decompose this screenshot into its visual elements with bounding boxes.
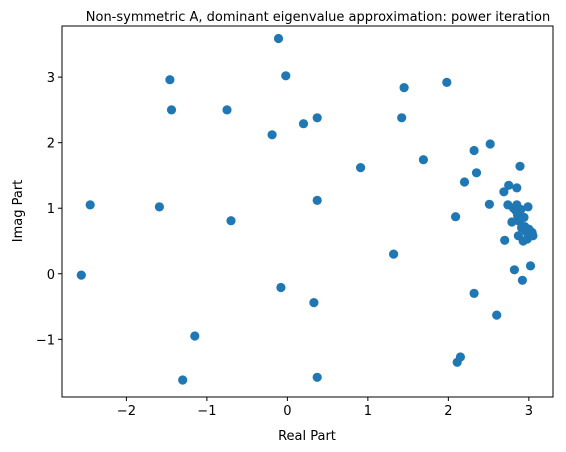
data-point <box>509 265 519 275</box>
data-point <box>312 113 322 123</box>
y-axis-ticks: −1 0 1 2 3 <box>36 71 62 348</box>
data-point <box>190 331 200 341</box>
data-point <box>469 145 479 156</box>
data-point <box>356 163 366 173</box>
data-point <box>484 199 494 209</box>
data-point <box>312 372 322 382</box>
data-point <box>273 33 284 44</box>
x-tick-label: 2 <box>444 404 452 419</box>
data-point <box>85 200 95 210</box>
data-point <box>397 113 407 123</box>
data-point <box>471 168 482 178</box>
data-point <box>276 282 286 293</box>
data-point <box>165 75 175 85</box>
data-point <box>222 105 232 115</box>
data-point <box>517 275 528 285</box>
data-point <box>312 195 322 205</box>
data-points <box>76 33 538 385</box>
data-point <box>76 270 86 280</box>
x-tick-label: 3 <box>525 404 533 419</box>
data-point <box>516 204 526 215</box>
data-point <box>267 130 277 140</box>
data-point <box>455 352 465 362</box>
data-point <box>389 249 399 259</box>
data-point <box>166 105 177 115</box>
data-point <box>418 155 428 165</box>
x-axis-ticks: −2 −1 0 1 2 3 <box>117 397 533 419</box>
x-tick-label: −2 <box>117 404 136 419</box>
data-point <box>512 183 522 193</box>
data-point <box>399 83 409 93</box>
y-tick-label: 1 <box>47 202 55 217</box>
plot-frame <box>61 25 554 398</box>
data-point <box>525 261 536 271</box>
x-tick-label: −1 <box>197 404 216 419</box>
y-tick-label: 0 <box>47 268 55 283</box>
data-point <box>298 119 309 129</box>
data-point <box>154 202 164 212</box>
data-point <box>178 375 188 385</box>
data-point <box>459 177 470 187</box>
data-point <box>519 212 529 222</box>
y-axis-label: Imag Part <box>11 180 26 243</box>
y-tick-label: 3 <box>47 71 55 86</box>
y-tick-label: 2 <box>47 137 55 152</box>
data-point <box>528 231 538 241</box>
data-point <box>500 235 510 245</box>
data-point <box>507 217 517 227</box>
x-tick-label: 1 <box>364 404 372 419</box>
data-point <box>504 180 514 190</box>
data-point <box>226 216 236 226</box>
data-point <box>309 298 319 308</box>
data-point <box>485 139 495 149</box>
x-tick-label: 0 <box>283 404 291 419</box>
data-point <box>499 187 509 197</box>
data-point <box>451 212 461 222</box>
y-tick-label: −1 <box>36 333 55 348</box>
chart-title: Non-symmetric A, dominant eigenvalue app… <box>86 10 550 25</box>
x-axis-label: Real Part <box>278 429 336 444</box>
data-point <box>523 202 533 212</box>
data-point <box>515 161 525 171</box>
data-point <box>469 288 479 298</box>
data-point <box>442 77 452 87</box>
data-point <box>492 310 502 320</box>
data-point <box>281 71 291 81</box>
plot-area <box>62 26 553 397</box>
